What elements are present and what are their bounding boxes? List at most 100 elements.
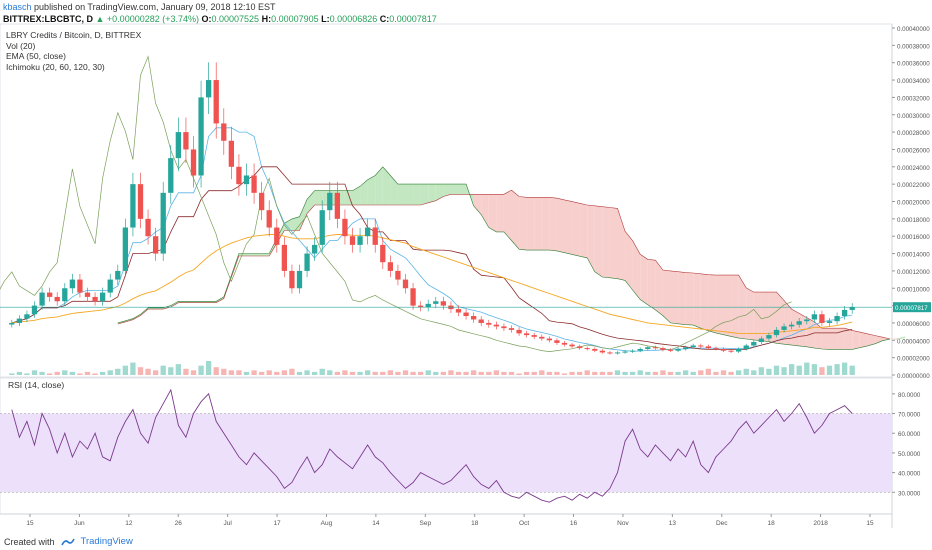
time-tick-label: 12 <box>125 520 133 527</box>
volume-bar <box>531 371 537 375</box>
price-tick-label: 0.00018000 <box>897 217 930 224</box>
ohlc-bar: BITTREX:LBCBTC, D ▲ +0.00000282 (+3.74%)… <box>3 14 437 24</box>
price-tick-label: 0.00028000 <box>897 130 930 137</box>
footer-brand[interactable]: TradingView <box>80 536 133 547</box>
volume-bar <box>637 370 643 375</box>
ichimoku-cloud-segment <box>185 301 194 303</box>
volume-bar <box>554 371 560 375</box>
low-label: L: <box>321 14 330 24</box>
ema-line <box>11 234 853 334</box>
candle-body <box>387 262 394 271</box>
author-link[interactable]: kbasch <box>3 2 32 12</box>
volume-bar <box>342 370 348 375</box>
candle-body <box>319 210 325 245</box>
volume-bar <box>811 364 818 375</box>
volume-bar <box>576 371 583 375</box>
volume-bar <box>735 370 742 375</box>
price-tick-label: 0.00012000 <box>897 269 930 276</box>
volume-bar <box>228 370 235 375</box>
volume-bar <box>569 371 575 375</box>
candle-body <box>31 305 38 315</box>
volume-bar <box>289 368 295 375</box>
volume-bar <box>39 371 45 375</box>
candle-body <box>410 288 416 306</box>
candle-body <box>531 335 537 337</box>
price-tick-label: 0.00036000 <box>897 61 930 68</box>
price-tick-label: 0.00040000 <box>897 26 930 33</box>
ichimoku-cloud-segment <box>814 321 822 349</box>
volume-bar <box>493 370 500 375</box>
candle-body <box>614 352 621 354</box>
volume-bar <box>470 370 477 375</box>
candle-body <box>183 132 189 150</box>
price-tick-label: 0.00038000 <box>897 43 930 50</box>
candle-body <box>819 314 825 323</box>
candle-body <box>508 328 515 330</box>
price-tick-label: 0.00034000 <box>897 78 930 85</box>
ichimoku-cloud-segment <box>367 175 376 205</box>
candle-body <box>796 321 802 325</box>
volume-bar <box>221 368 227 375</box>
candle-body <box>584 348 590 350</box>
candle-body <box>92 296 98 302</box>
volume-bar <box>690 371 696 375</box>
legend-vol[interactable]: Vol (20) <box>6 40 36 51</box>
volume-bar <box>508 371 515 375</box>
ichimoku-cloud-segment <box>360 179 368 205</box>
ichimoku-cloud-segment <box>208 301 217 303</box>
volume-bar <box>819 367 825 375</box>
candle-body <box>342 218 348 237</box>
volume-bar <box>417 371 424 375</box>
volume-bar <box>9 373 15 375</box>
ichimoku-cloud-segment <box>609 207 618 279</box>
candle-body <box>327 192 333 211</box>
ichimoku-cloud-segment <box>193 301 202 303</box>
candle-body <box>198 97 204 176</box>
price-tick-label: 0.00026000 <box>897 147 930 154</box>
rsi-tick-label: 60.0000 <box>898 431 921 438</box>
candle-body <box>24 314 30 319</box>
volume-bar <box>152 370 159 375</box>
ichimoku-cloud-segment <box>670 270 679 324</box>
candle-body <box>735 348 742 352</box>
candle-body <box>758 338 765 343</box>
candle-body <box>372 227 378 245</box>
volume-bar <box>728 371 734 375</box>
volume-bar <box>433 371 439 375</box>
rsi-band <box>0 413 892 493</box>
ichimoku-cloud-segment <box>844 328 853 350</box>
volume-bar <box>660 370 666 375</box>
volume-bar <box>334 371 341 375</box>
candle-body <box>728 350 734 352</box>
ichimoku-cloud-segment <box>556 198 565 253</box>
ichimoku-cloud-segment <box>254 253 262 256</box>
ichimoku-cloud-segment <box>428 184 436 203</box>
time-tick-label: 2018 <box>813 520 828 527</box>
legend-ema[interactable]: EMA (50, close) <box>6 51 66 61</box>
time-tick-label: 18 <box>471 520 479 527</box>
ichimoku-cloud-segment <box>261 253 270 256</box>
ichimoku-cloud-segment <box>587 204 595 272</box>
candle-body <box>258 192 265 211</box>
volume-bar <box>675 371 681 375</box>
ichimoku-cloud-segment <box>579 203 588 258</box>
legend-ichimoku[interactable]: Ichimoku (20, 60, 120, 30) <box>6 61 105 72</box>
candle-body <box>228 140 235 167</box>
candle-body <box>523 333 530 336</box>
ichimoku-cloud-segment <box>458 184 467 195</box>
volume-bar <box>826 365 833 375</box>
candle-body <box>221 123 227 141</box>
candle-body <box>62 288 68 302</box>
volume-bar <box>198 365 204 375</box>
rsi-legend[interactable]: RSI (14, close) <box>8 380 65 390</box>
candle-body <box>266 210 272 228</box>
volume-bar <box>796 365 802 375</box>
candle-body <box>380 244 386 263</box>
candle-body <box>160 192 166 254</box>
footer: Created with TradingView <box>4 536 133 547</box>
candle-body <box>720 348 727 351</box>
volume-bar <box>130 362 136 375</box>
volume-bar <box>281 370 288 375</box>
candle-body <box>713 348 719 350</box>
